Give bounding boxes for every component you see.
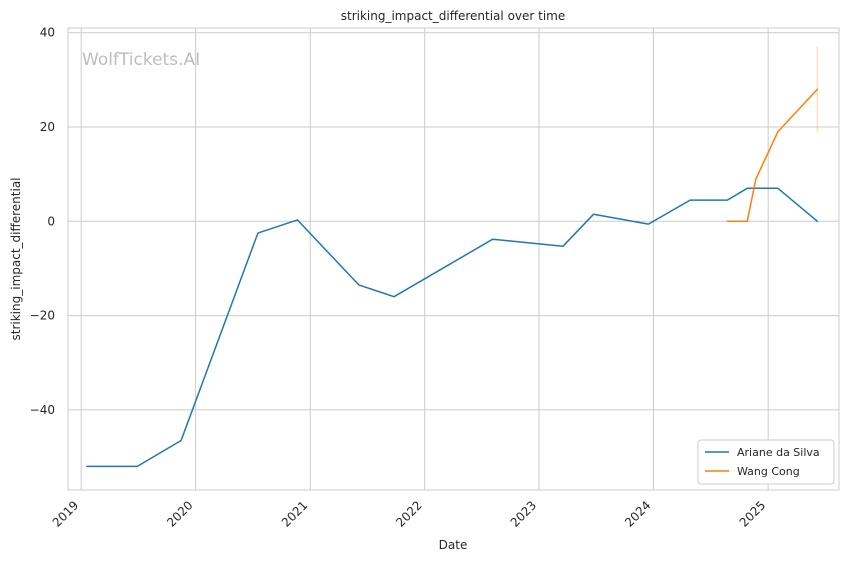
legend-entry-ariane-da-silva: Ariane da Silva	[737, 446, 820, 459]
series-line-ariane-da-silva	[86, 187, 819, 468]
watermark: WolfTickets.AI	[82, 50, 200, 70]
x-tick-labels: 2019 2020 2021 2022 2023 2024 2025	[50, 498, 769, 529]
y-axis-label: striking_impact_differential	[9, 177, 23, 340]
legend-entry-wang-cong: Wang Cong	[737, 465, 800, 478]
y-tick-labels: 40 20 0 −20 −40	[30, 26, 55, 417]
y-tick-label: 20	[40, 120, 55, 134]
y-tick-label: −20	[30, 309, 55, 323]
series-line-wang-cong	[726, 88, 819, 223]
series-layer	[86, 46, 819, 468]
x-tick-label: 2022	[393, 498, 424, 529]
x-tick-label: 2021	[279, 498, 310, 529]
x-tick-label: 2025	[737, 498, 768, 529]
legend: Ariane da Silva Wang Cong	[697, 439, 835, 485]
y-tick-label: 0	[47, 214, 55, 228]
grid	[68, 28, 839, 490]
x-tick-label: 2020	[164, 498, 195, 529]
legend-box	[697, 439, 835, 485]
x-tick-label: 2024	[622, 498, 653, 529]
x-axis-label: Date	[439, 538, 468, 552]
x-tick-label: 2023	[508, 498, 539, 529]
plot-frame	[67, 27, 840, 491]
x-tick-label: 2019	[50, 498, 81, 529]
y-tick-label: −40	[30, 403, 55, 417]
y-tick-label: 40	[40, 26, 55, 40]
chart-title: striking_impact_differential over time	[341, 9, 566, 23]
